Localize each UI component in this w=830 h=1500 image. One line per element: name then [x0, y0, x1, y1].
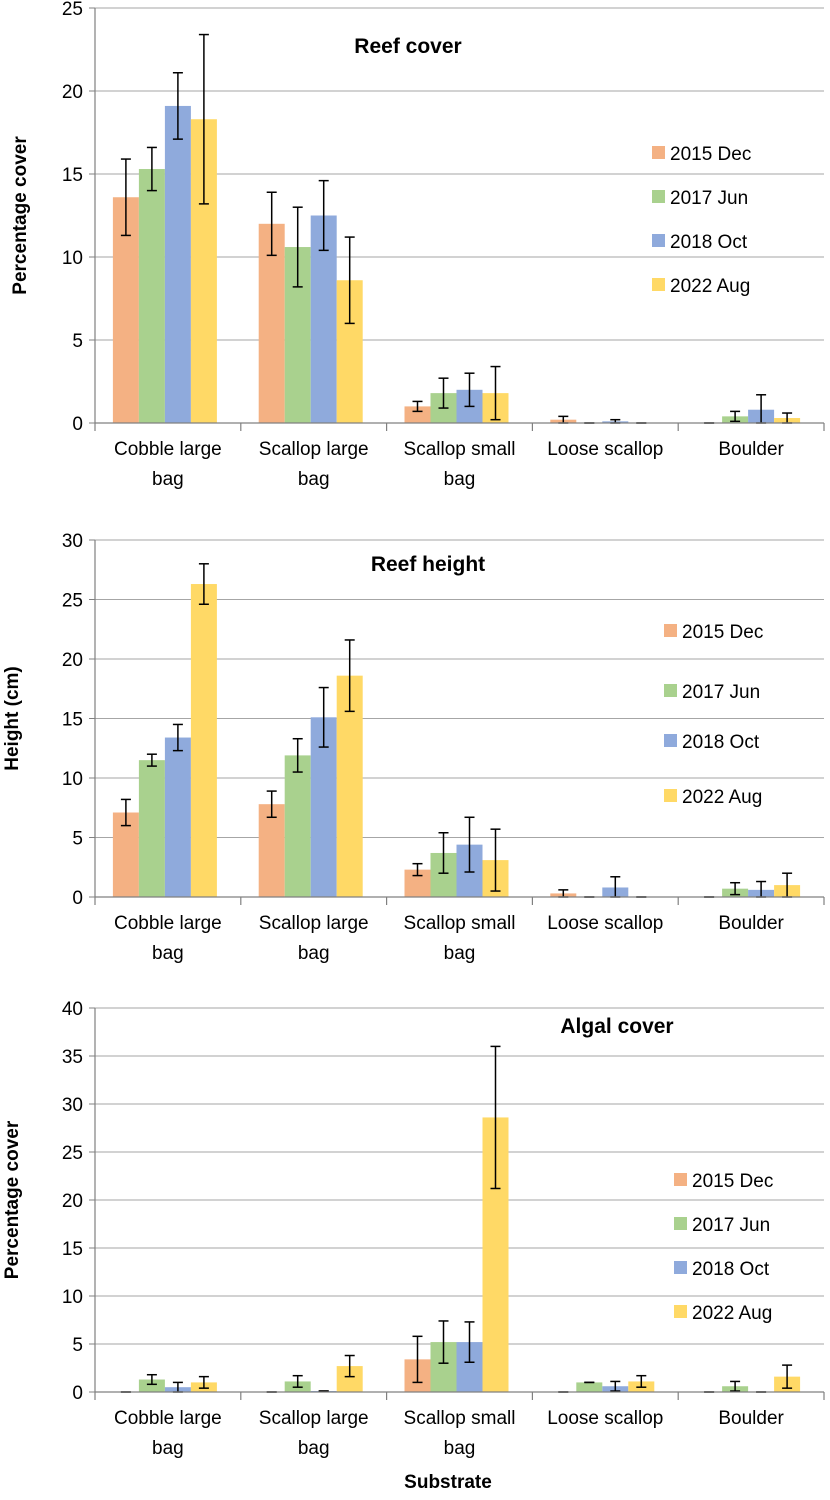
bar: [576, 1382, 603, 1392]
y-tick-label: 5: [72, 331, 83, 352]
chart-2: 0 5 10 15 20 25 30 Cobble large bag Scallop large…: [2, 531, 825, 964]
chart-title: Algal cover: [560, 1015, 673, 1038]
legend-swatch: [652, 146, 665, 159]
legend-label: 2018 Oct: [692, 1259, 770, 1280]
x-tick-label: Loose scallop: [547, 1408, 663, 1429]
x-tick-label: Loose scallop: [547, 913, 663, 934]
legend-swatch: [664, 624, 677, 637]
x-tick-label: Cobble large bag: [114, 439, 222, 490]
legend-label: 2017 Jun: [682, 682, 760, 703]
legend: 2015 Dec 2017 Jun 2018 Oct 2022 Aug: [674, 1171, 773, 1324]
legend-label: 2022 Aug: [670, 276, 750, 297]
bar: [138, 760, 165, 897]
bar: [404, 406, 431, 423]
legend-swatch: [664, 684, 677, 697]
y-tick-label: 35: [62, 1047, 83, 1068]
legend-label: 2015 Dec: [692, 1171, 773, 1192]
legend-swatch: [674, 1173, 687, 1186]
chart-title: Reef cover: [354, 35, 461, 58]
legend-swatch: [652, 278, 665, 291]
legend: 2015 Dec 2017 Jun 2018 Oct 2022 Aug: [664, 622, 763, 808]
bar: [164, 105, 191, 423]
legend-label: 2017 Jun: [670, 188, 748, 209]
legend-label: 2018 Oct: [670, 232, 748, 253]
legend-swatch: [664, 734, 677, 747]
y-axis-label: Height (cm): [2, 666, 23, 771]
y-tick-label: 20: [62, 82, 83, 103]
x-tick-label: Cobble large bag: [114, 913, 222, 964]
x-tick-label: Boulder: [718, 1408, 784, 1429]
x-axis-label: Substrate: [404, 1472, 492, 1493]
legend-label: 2015 Dec: [682, 622, 763, 643]
legend-swatch: [664, 789, 677, 802]
chart-1: 0 5 10 15 20 25 Cobble large bag Scallop large ba…: [10, 0, 825, 490]
y-tick-label: 15: [62, 1239, 83, 1260]
x-tick-label: Cobble large bag: [114, 1408, 222, 1459]
y-tick-label: 20: [62, 1191, 83, 1212]
y-tick-label: 0: [72, 1383, 83, 1404]
y-tick-label: 30: [62, 1095, 83, 1116]
bar: [164, 737, 191, 897]
y-tick-label: 0: [72, 414, 83, 435]
y-tick-label: 10: [62, 1287, 83, 1308]
y-tick-label: 30: [62, 531, 83, 552]
legend-swatch: [674, 1217, 687, 1230]
x-tick-label: Loose scallop: [547, 439, 663, 460]
y-tick-label: 25: [62, 0, 83, 20]
chart-3: 0 5 10 15 20 25 30 35 40 Cobble large bag Scallop l…: [2, 999, 825, 1459]
y-tick-label: 25: [62, 591, 83, 612]
legend: 2015 Dec 2017 Jun 2018 Oct 2022 Aug: [652, 144, 751, 297]
bar: [190, 584, 217, 897]
y-tick-label: 10: [62, 248, 83, 269]
bar: [138, 169, 165, 423]
y-tick-label: 15: [62, 165, 83, 186]
y-tick-label: 25: [62, 1143, 83, 1164]
legend-swatch: [652, 190, 665, 203]
x-tick-label: Scallop small bag: [404, 439, 516, 490]
x-tick-label: Boulder: [718, 439, 784, 460]
bar: [112, 812, 139, 897]
chart-title: Reef height: [371, 553, 485, 576]
x-tick-label: Scallop small bag: [404, 1408, 516, 1459]
legend-label: 2022 Aug: [692, 1303, 772, 1324]
x-tick-label: Boulder: [718, 913, 784, 934]
y-axis-label: Percentage cover: [2, 1120, 23, 1279]
y-axis-label: Percentage cover: [10, 136, 31, 295]
y-tick-label: 0: [72, 888, 83, 909]
legend-label: 2017 Jun: [692, 1215, 770, 1236]
legend-label: 2018 Oct: [682, 732, 760, 753]
legend-swatch: [674, 1305, 687, 1318]
x-tick-label: Scallop large bag: [259, 1408, 369, 1459]
y-tick-label: 5: [72, 829, 83, 850]
bar: [138, 1379, 165, 1392]
legend-swatch: [674, 1261, 687, 1274]
y-tick-label: 20: [62, 650, 83, 671]
x-tick-label: Scallop large bag: [259, 439, 369, 490]
legend-label: 2022 Aug: [682, 787, 762, 808]
y-tick-label: 40: [62, 999, 83, 1020]
y-tick-label: 5: [72, 1335, 83, 1356]
x-tick-label: Scallop small bag: [404, 913, 516, 964]
y-tick-label: 10: [62, 769, 83, 790]
bar: [258, 223, 285, 423]
legend-label: 2015 Dec: [670, 144, 751, 165]
bar: [258, 804, 285, 897]
y-tick-label: 15: [62, 710, 83, 731]
x-tick-label: Scallop large bag: [259, 913, 369, 964]
bar: [336, 675, 363, 897]
legend-swatch: [652, 234, 665, 247]
bar: [284, 755, 311, 897]
